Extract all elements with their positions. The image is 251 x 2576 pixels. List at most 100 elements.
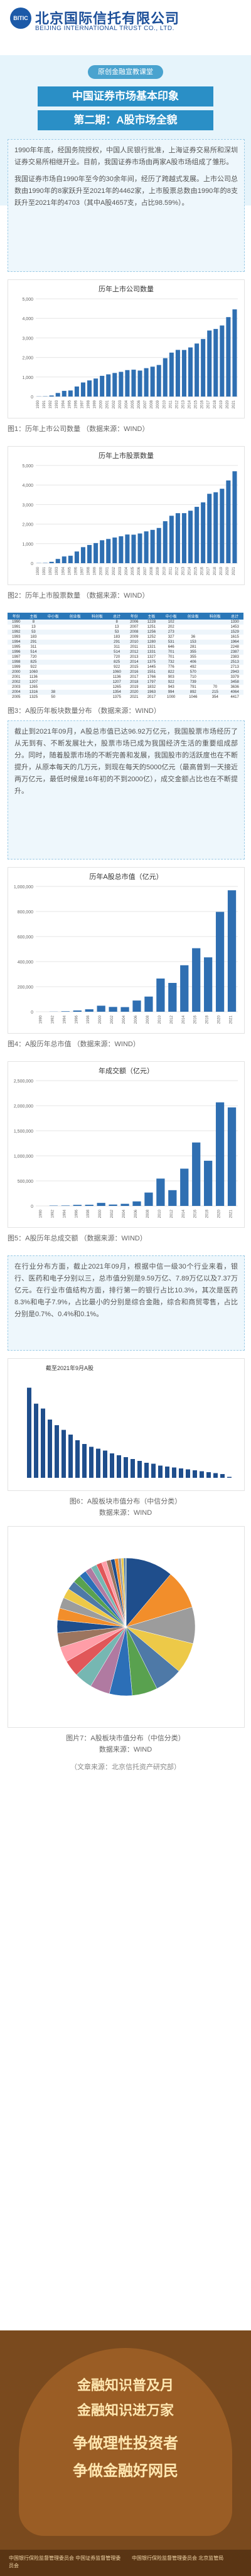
x-tick-label: 2000 xyxy=(100,566,104,575)
bar xyxy=(80,547,85,563)
table-cell xyxy=(42,670,65,675)
table-cell: 514 xyxy=(24,650,43,655)
bar xyxy=(213,1473,218,1478)
table-header-cell: 总计 xyxy=(226,613,243,620)
table-cell: 2015 xyxy=(130,665,139,669)
x-tick-label: 1998 xyxy=(87,1015,90,1024)
table-cell: 183 xyxy=(30,635,37,639)
x-tick-label: 1993 xyxy=(55,400,59,408)
chart-title: 历年上市公司数量 xyxy=(99,284,154,293)
table-cell: 1136 xyxy=(29,675,38,679)
table-cell xyxy=(204,675,226,680)
table-cell: 2010 xyxy=(125,640,143,645)
x-tick-label: 2004 xyxy=(122,1015,126,1024)
table-row: 1994 291 291 2010 1280 531 153 1964 xyxy=(8,640,243,645)
bar xyxy=(144,1463,149,1478)
table-cell: 1325 xyxy=(29,695,38,699)
table-cell: 2008 xyxy=(125,630,143,635)
table-cell: 1375 xyxy=(112,695,121,699)
x-tick-label: 2002 xyxy=(112,400,116,408)
table-cell xyxy=(64,690,87,695)
x-tick-label: 2018 xyxy=(213,400,217,408)
x-tick-label: 2015 xyxy=(195,566,198,575)
table-cell: 327 xyxy=(168,635,174,639)
chart-card-market-cap: 历年A股总市值（亿元） 0 200,000 400,000 600,000 800,000… xyxy=(8,867,245,1034)
x-tick-label: 1997 xyxy=(80,566,84,575)
table-cell: 2014 xyxy=(125,660,143,665)
table-cell xyxy=(64,625,86,630)
table-cell: 892 xyxy=(182,690,205,695)
bar xyxy=(48,1420,52,1478)
bar xyxy=(213,329,218,397)
chart-card-stocks: 历年上市股票数量 0 1,000 2,000 3,000 4,000 5,000 1990 19… xyxy=(8,446,245,585)
table-cell: 1265 xyxy=(29,685,38,689)
bar xyxy=(156,1178,165,1206)
table-cell xyxy=(86,650,109,655)
table-header-cell: 科创板 xyxy=(86,613,109,620)
table-cell: 2713 xyxy=(230,665,239,669)
bar xyxy=(213,492,218,563)
table-cell: 2001 xyxy=(12,675,21,679)
table-cell: 732 xyxy=(160,660,183,665)
x-tick-label: 2009 xyxy=(156,400,160,408)
bar xyxy=(110,1453,114,1478)
table-row: 2003 1265 1265 2019 1832 943 791 70 3636 xyxy=(8,685,243,690)
caption-boards: 图3：A股历年板块数量分布 （数据来源：WIND） xyxy=(8,707,161,715)
table-cell: 2013 xyxy=(130,655,139,659)
table-cell: 354 xyxy=(211,695,218,699)
table-cell: 2943 xyxy=(226,670,243,675)
footer-right: 中国银行保险监督管理委员会 北京监管局 xyxy=(132,2555,224,2561)
table-cell: 311 xyxy=(30,645,37,649)
x-tick-label: 1997 xyxy=(80,400,84,408)
table-cell xyxy=(42,640,65,645)
bar xyxy=(106,374,111,397)
table-cell xyxy=(86,620,109,625)
x-tick-label: 1991 xyxy=(43,566,46,575)
y-tick-label: 1,000 xyxy=(22,543,33,547)
bar xyxy=(85,1009,93,1012)
x-tick-label: 2005 xyxy=(131,400,135,408)
table-cell: 903 xyxy=(168,675,174,679)
table-cell xyxy=(64,670,87,675)
x-tick-label: 1996 xyxy=(74,566,78,575)
bar xyxy=(100,540,105,563)
table-cell: 646 xyxy=(168,645,174,649)
bar xyxy=(220,325,225,397)
table-cell xyxy=(204,630,227,635)
table-row: 2002 1207 1207 2018 1797 922 739 3458 xyxy=(8,680,243,685)
table-cell: 311 xyxy=(114,645,120,649)
bar xyxy=(227,890,237,1012)
table-cell xyxy=(86,635,108,640)
table-row: 2001 1136 1136 2017 1766 903 710 3379 xyxy=(8,675,243,680)
header: BITIC 北京国际信托有限公司 BEIJING INTERNATIONAL T… xyxy=(0,0,251,54)
bar xyxy=(82,1444,87,1478)
article-source: （文章来源：北京信托资产研究部） xyxy=(70,1763,181,1771)
bar xyxy=(168,1190,177,1206)
x-tick-label: 1996 xyxy=(75,1015,78,1024)
x-tick-label: 2007 xyxy=(144,400,147,408)
y-tick-label: 200,000 xyxy=(18,985,33,990)
bar xyxy=(80,382,85,397)
table-cell: 1060 xyxy=(108,670,125,675)
bar xyxy=(120,1007,129,1012)
x-tick-label: 2002 xyxy=(112,566,116,575)
table-cell: 1529 xyxy=(226,630,243,635)
series-pill: 原创金融宣教课堂 xyxy=(88,65,163,79)
table-cell xyxy=(204,620,227,625)
table-cell: 2004 xyxy=(8,690,25,695)
table-cell: 1999 xyxy=(12,665,21,669)
x-tick-label: 2008 xyxy=(150,400,154,408)
x-tick-label: 2008 xyxy=(146,1209,150,1218)
table-cell xyxy=(204,635,226,640)
bar xyxy=(119,371,124,397)
bar xyxy=(151,1463,156,1478)
x-tick-label: 2021 xyxy=(232,400,236,408)
bar xyxy=(206,1472,211,1478)
table-cell xyxy=(204,640,227,645)
x-tick-label: 2020 xyxy=(218,1209,222,1218)
table-cell xyxy=(86,680,109,685)
table-cell xyxy=(86,685,108,690)
table-cell xyxy=(64,650,87,655)
x-tick-label: 2012 xyxy=(175,566,179,575)
